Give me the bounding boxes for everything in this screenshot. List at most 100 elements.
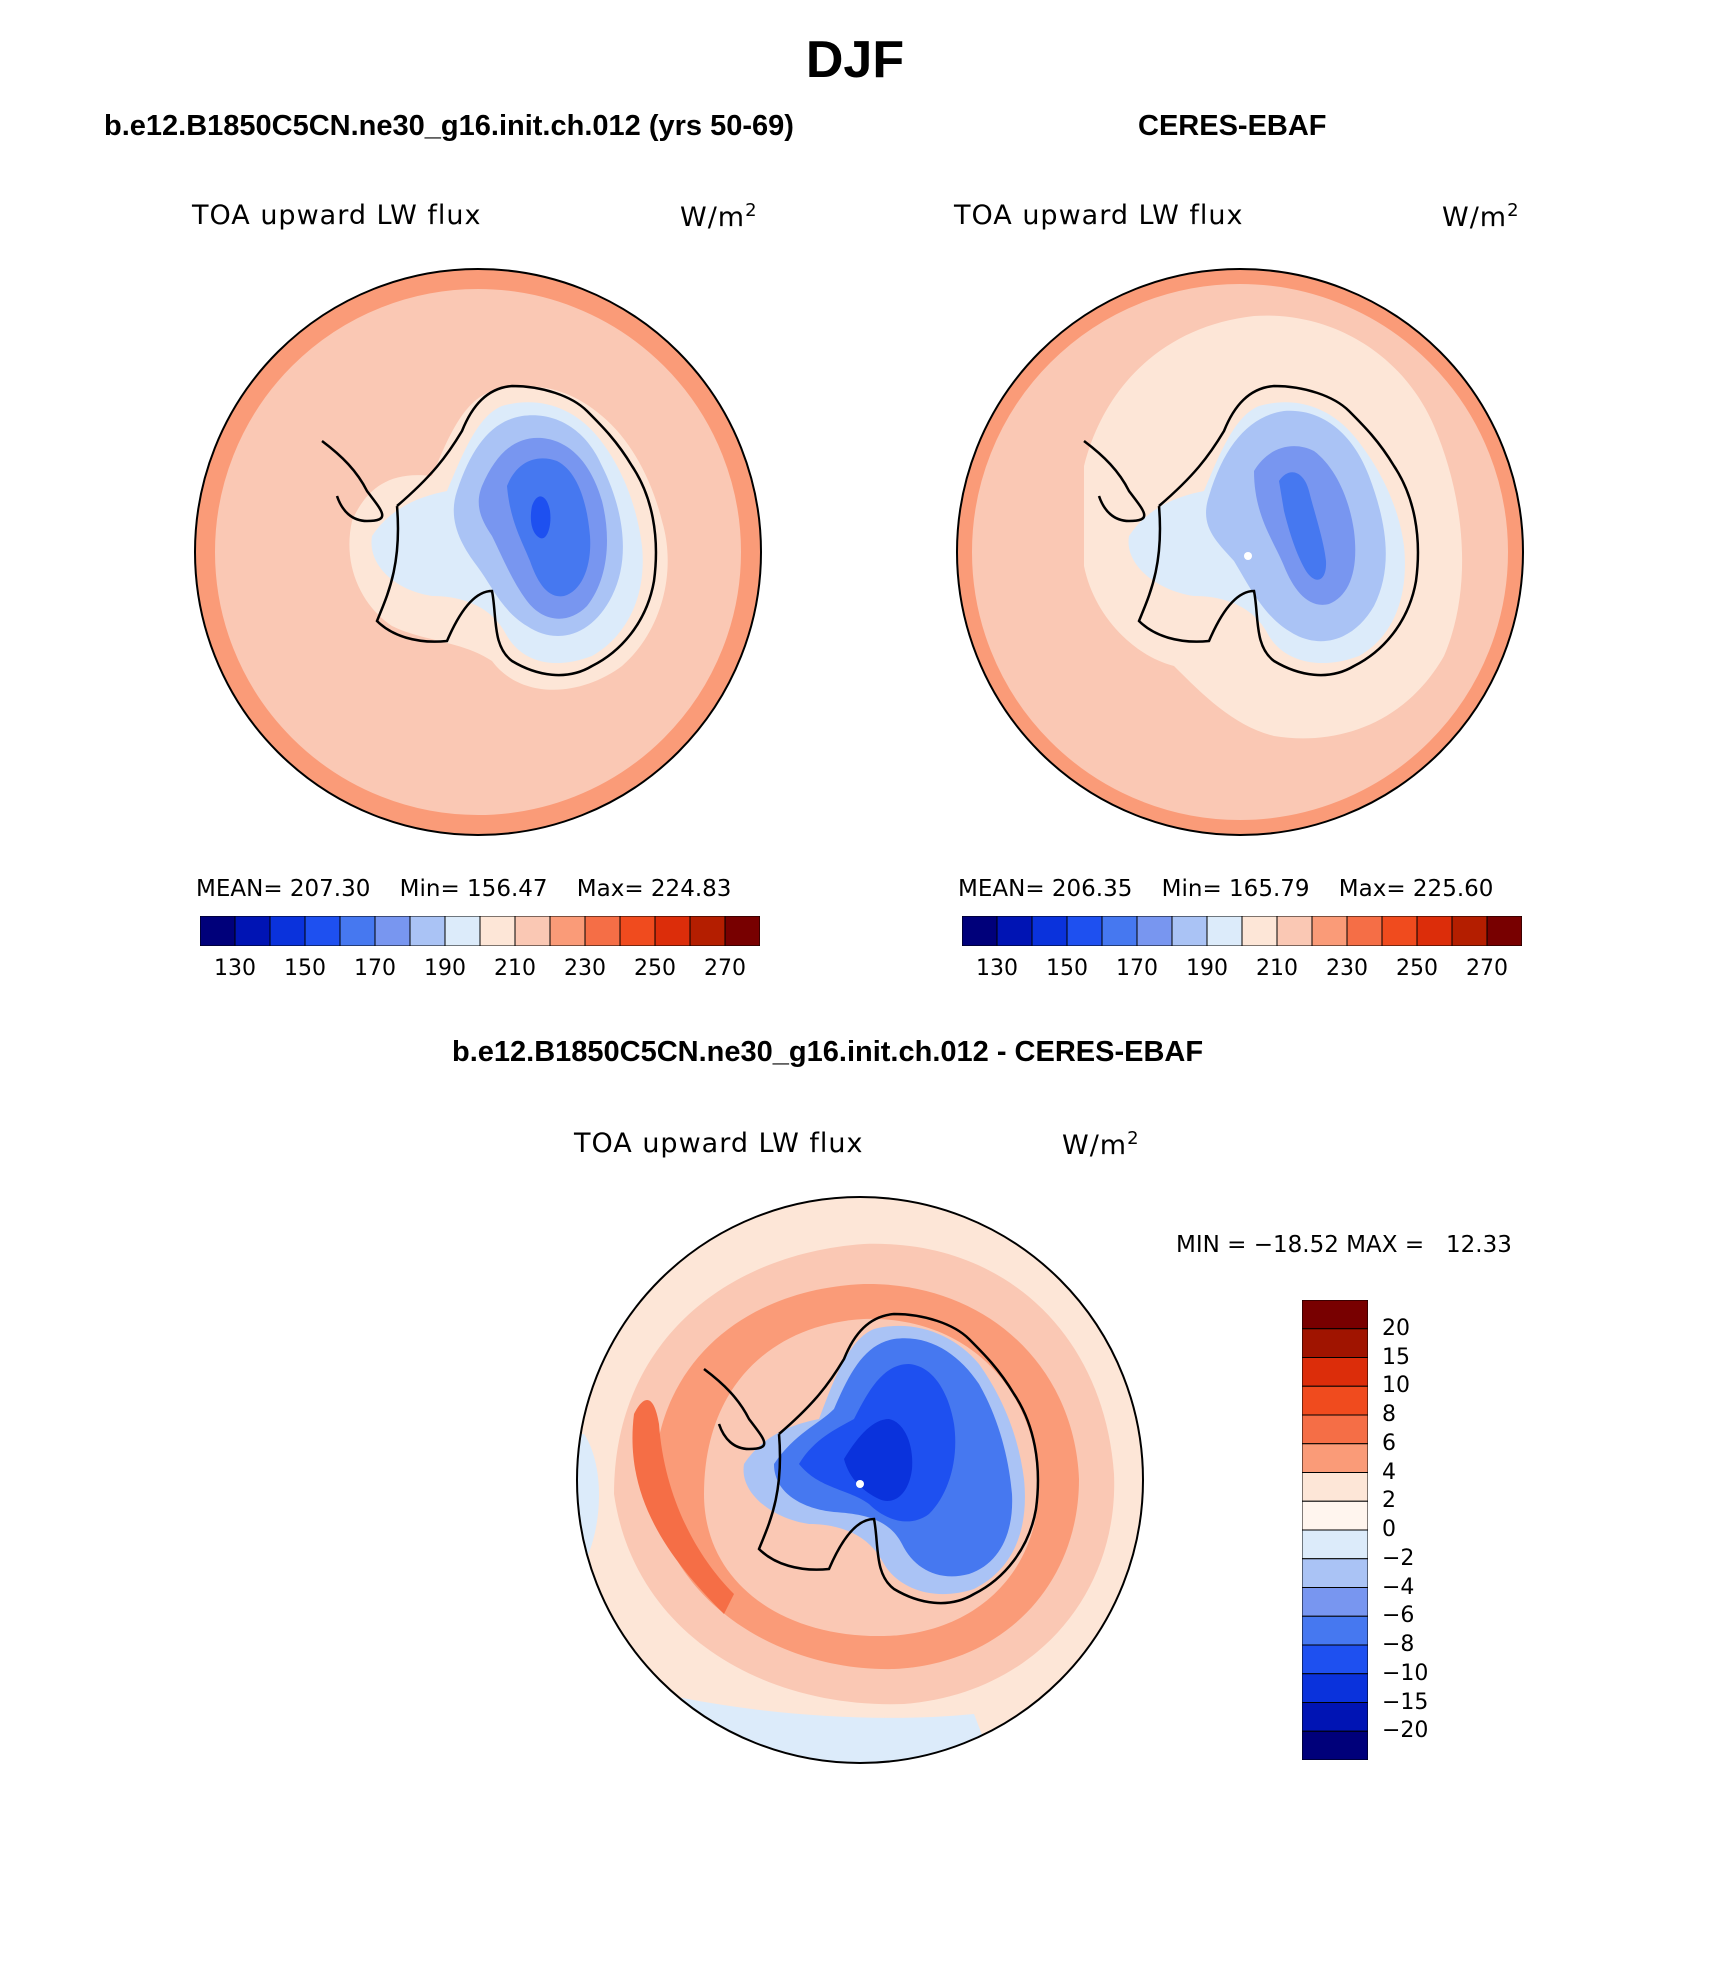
panel3-map-border — [576, 1196, 1144, 1764]
panel2-units-label: W/m2 — [1442, 200, 1520, 233]
colorbar-tick-label: 8 — [1382, 1402, 1396, 1427]
panel1-map — [194, 268, 762, 836]
colorbar-tick-label: 150 — [1046, 956, 1088, 981]
colorbar-tick-label: 4 — [1382, 1459, 1396, 1485]
colorbar-swatch — [1416, 916, 1453, 946]
colorbar-swatch — [269, 916, 306, 946]
colorbar-tick-label: 270 — [1466, 956, 1508, 981]
colorbar-swatch — [1486, 916, 1522, 946]
colorbar-tick-label: 270 — [704, 956, 746, 981]
colorbar-tick-label: 15 — [1382, 1344, 1410, 1370]
colorbar-swatch — [234, 916, 271, 946]
colorbar-tick-label: 170 — [354, 956, 396, 981]
panel1-plateau-core — [530, 496, 551, 539]
colorbar-swatch — [1206, 916, 1243, 946]
colorbar-swatch — [724, 916, 760, 946]
colorbar-tick-label: −4 — [1382, 1574, 1415, 1600]
colorbar-swatch — [584, 916, 621, 946]
colorbar-tick-label: 190 — [424, 956, 466, 981]
colorbar-tick-label: −15 — [1382, 1689, 1429, 1715]
colorbar-swatch — [1302, 1414, 1368, 1445]
colorbar-tick-label: −10 — [1382, 1660, 1429, 1686]
colorbar-swatch — [1302, 1558, 1368, 1588]
colorbar-swatch — [1302, 1357, 1368, 1387]
colorbar-swatch — [1101, 916, 1138, 946]
panel2-pole-marker — [1244, 552, 1252, 560]
panel3-colorbar — [1302, 1300, 1368, 1760]
panel2-map-border — [956, 268, 1524, 836]
panel1-map-border — [194, 268, 762, 836]
colorbar-swatch — [304, 916, 341, 946]
panel3-title: b.e12.B1850C5CN.ne30_g16.init.ch.012 - C… — [452, 1036, 1204, 1068]
colorbar-swatch — [374, 916, 411, 946]
colorbar-swatch — [962, 916, 998, 946]
panel1-colorbar-ticks: 130 150 170 190 210 230 250 270 — [200, 956, 760, 986]
colorbar-swatch — [1302, 1673, 1368, 1703]
colorbar-tick-label: 0 — [1382, 1517, 1396, 1542]
colorbar-swatch — [1302, 1472, 1368, 1502]
panel2-variable-label: TOA upward LW flux — [954, 200, 1244, 231]
colorbar-swatch — [1171, 916, 1208, 946]
colorbar-tick-label: 230 — [1326, 956, 1368, 981]
colorbar-swatch — [1302, 1730, 1368, 1760]
colorbar-swatch — [549, 916, 586, 946]
colorbar-tick-label: 250 — [1396, 956, 1438, 981]
colorbar-swatch — [1451, 916, 1488, 946]
colorbar-tick-label: 170 — [1116, 956, 1158, 981]
colorbar-swatch — [1302, 1529, 1368, 1560]
colorbar-tick-label: 250 — [634, 956, 676, 981]
colorbar-swatch — [444, 916, 481, 946]
figure-title: DJF — [805, 31, 905, 89]
colorbar-swatch — [689, 916, 726, 946]
panel3-map — [576, 1196, 1144, 1764]
colorbar-swatch — [1302, 1615, 1368, 1646]
colorbar-tick-label: −2 — [1382, 1545, 1415, 1571]
colorbar-swatch — [1302, 1500, 1368, 1531]
colorbar-tick-label: 150 — [284, 956, 326, 981]
colorbar-swatch — [1302, 1702, 1368, 1732]
panel2-coastline — [1083, 384, 1420, 677]
colorbar-tick-label: 6 — [1382, 1430, 1396, 1456]
panel3-stats: MIN = −18.52 MAX = 12.33 — [1176, 1232, 1512, 1258]
colorbar-tick-label: 130 — [214, 956, 256, 981]
colorbar-tick-label: 10 — [1382, 1373, 1410, 1399]
panel3-units-label: W/m2 — [1062, 1128, 1140, 1161]
panel1-colorbar — [200, 916, 760, 946]
colorbar-swatch — [1302, 1443, 1368, 1473]
colorbar-tick-label: 190 — [1186, 956, 1228, 981]
panel3-warm-patch — [632, 1400, 734, 1614]
colorbar-swatch — [479, 916, 516, 946]
colorbar-swatch — [1302, 1385, 1368, 1416]
panel1-variable-label: TOA upward LW flux — [192, 200, 482, 231]
colorbar-tick-label: 130 — [976, 956, 1018, 981]
panel1-stats: MEAN= 207.30 Min= 156.47 Max= 224.83 — [196, 876, 732, 902]
panel2-map — [956, 268, 1524, 836]
panel2-title: CERES-EBAF — [1138, 110, 1327, 142]
panel1-title: b.e12.B1850C5CN.ne30_g16.init.ch.012 (yr… — [104, 110, 794, 142]
panel3-coastline — [703, 1312, 1040, 1605]
colorbar-swatch — [1381, 916, 1418, 946]
colorbar-tick-label: 2 — [1382, 1488, 1396, 1514]
colorbar-swatch — [1302, 1300, 1368, 1330]
colorbar-tick-label: 210 — [494, 956, 536, 981]
colorbar-swatch — [1031, 916, 1068, 946]
colorbar-swatch — [200, 916, 236, 946]
colorbar-swatch — [339, 916, 376, 946]
colorbar-swatch — [1302, 1328, 1368, 1358]
panel1-coastline — [321, 384, 658, 677]
colorbar-swatch — [996, 916, 1033, 946]
colorbar-swatch — [1241, 916, 1278, 946]
colorbar-tick-label: 20 — [1382, 1315, 1410, 1341]
panel1-units-label: W/m2 — [680, 200, 758, 233]
colorbar-tick-label: −20 — [1382, 1718, 1429, 1744]
colorbar-swatch — [1276, 916, 1313, 946]
colorbar-swatch — [514, 916, 551, 946]
colorbar-swatch — [619, 916, 656, 946]
panel2-colorbar — [962, 916, 1522, 946]
colorbar-swatch — [1136, 916, 1173, 946]
panel2-plateau-core — [1279, 472, 1327, 580]
colorbar-tick-label: 230 — [564, 956, 606, 981]
colorbar-swatch — [1346, 916, 1383, 946]
colorbar-swatch — [1302, 1587, 1368, 1617]
colorbar-tick-label: 210 — [1256, 956, 1298, 981]
